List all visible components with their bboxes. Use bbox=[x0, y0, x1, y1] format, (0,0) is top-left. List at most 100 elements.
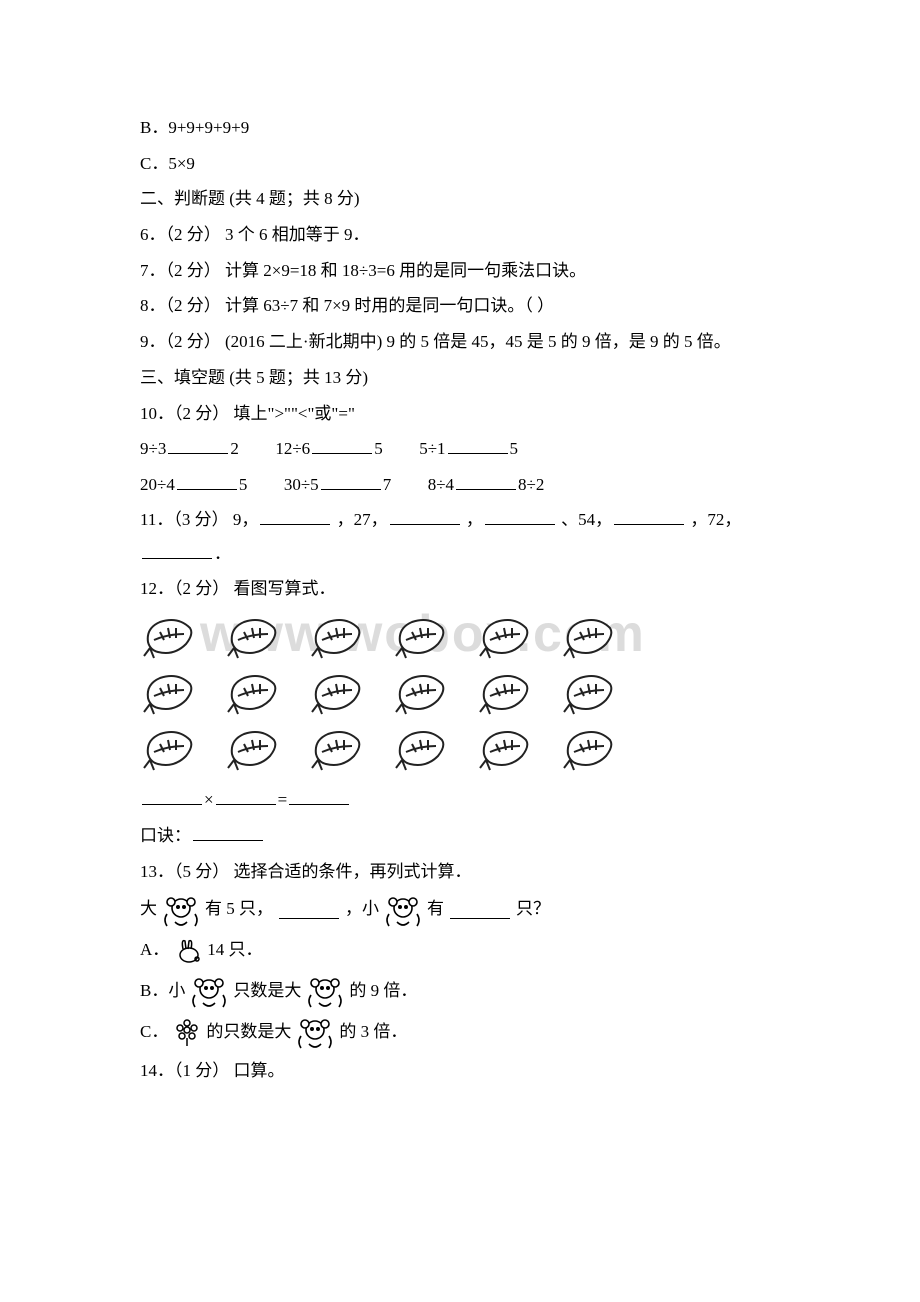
q13-a2: 14 只． bbox=[207, 930, 262, 971]
leaf-icon bbox=[308, 726, 364, 774]
blank bbox=[456, 472, 516, 490]
question-13-stem: 大 有 5 只， ，小 有 只？ bbox=[140, 889, 780, 930]
q11-a: 11．（3 分） 9， bbox=[140, 510, 258, 529]
monkey-icon bbox=[189, 973, 229, 1009]
q13-c1: C． bbox=[140, 1012, 168, 1053]
flower-icon bbox=[172, 1018, 202, 1046]
option-c: C．5×9 bbox=[140, 146, 780, 182]
leaf-icon bbox=[560, 614, 616, 662]
blank bbox=[312, 436, 372, 454]
leaf-icon bbox=[140, 726, 196, 774]
question-10-row1: 9÷3 2 12÷6 5 5÷1 5 bbox=[140, 431, 780, 467]
section-3-heading: 三、填空题 (共 5 题；共 13 分) bbox=[140, 360, 780, 396]
q13-p4: 有 bbox=[427, 889, 444, 930]
blank bbox=[177, 472, 237, 490]
leaf-icon bbox=[476, 726, 532, 774]
leaf-icon bbox=[224, 614, 280, 662]
question-12: 12．（2 分） 看图写算式． bbox=[140, 571, 780, 607]
q13-p2: 有 5 只， bbox=[205, 889, 273, 930]
monkey-icon bbox=[161, 892, 201, 928]
monkey-icon bbox=[383, 892, 423, 928]
q10-b1: 12÷6 bbox=[275, 439, 310, 458]
q13-c3: 的 3 倍． bbox=[339, 1012, 407, 1053]
question-14: 14．（1 分） 口算。 bbox=[140, 1053, 780, 1089]
question-12-koujue: 口诀： bbox=[140, 818, 780, 854]
blank bbox=[216, 787, 276, 805]
q12-mul: × bbox=[204, 790, 214, 809]
leaf-icon bbox=[140, 670, 196, 718]
q13-c2: 的只数是大 bbox=[206, 1012, 291, 1053]
q13-p3: ，小 bbox=[345, 889, 379, 930]
q10-b2: 5 bbox=[374, 439, 383, 458]
q10-a1: 9÷3 bbox=[140, 439, 166, 458]
q10-f1: 8÷4 bbox=[428, 475, 454, 494]
monkey-icon bbox=[295, 1014, 335, 1050]
blank bbox=[193, 823, 263, 841]
leaf-icon bbox=[560, 670, 616, 718]
question-13-opt-a: A． 14 只． bbox=[140, 930, 780, 971]
blank bbox=[448, 436, 508, 454]
q13-p1: 大 bbox=[140, 889, 157, 930]
leaf-grid bbox=[140, 614, 780, 774]
blank bbox=[450, 901, 510, 919]
q10-a2: 2 bbox=[230, 439, 239, 458]
question-9: 9．（2 分） (2016 二上·新北期中) 9 的 5 倍是 45，45 是 … bbox=[140, 324, 780, 360]
question-6: 6．（2 分） 3 个 6 相加等于 9． bbox=[140, 217, 780, 253]
blank bbox=[485, 507, 555, 525]
q10-f2: 8÷2 bbox=[518, 475, 544, 494]
q13-b1: B．小 bbox=[140, 971, 185, 1012]
question-12-expr: ×= bbox=[140, 782, 780, 818]
leaf-row bbox=[140, 726, 780, 774]
question-13-opt-c: C． 的只数是大 的 3 倍． bbox=[140, 1012, 780, 1053]
q10-c2: 5 bbox=[510, 439, 519, 458]
blank bbox=[142, 787, 202, 805]
q11-b: ，27， bbox=[337, 510, 388, 529]
q12-eq: = bbox=[278, 790, 288, 809]
leaf-icon bbox=[308, 614, 364, 662]
leaf-icon bbox=[392, 670, 448, 718]
section-2-heading: 二、判断题 (共 4 题；共 8 分) bbox=[140, 181, 780, 217]
question-11: 11．（3 分） 9， ，27， ， 、54， ，72， ． bbox=[140, 503, 780, 571]
blank bbox=[321, 472, 381, 490]
leaf-icon bbox=[224, 726, 280, 774]
question-13: 13．（5 分） 选择合适的条件，再列式计算． bbox=[140, 854, 780, 890]
leaf-icon bbox=[308, 670, 364, 718]
leaf-row bbox=[140, 614, 780, 662]
leaf-icon bbox=[392, 614, 448, 662]
question-10: 10．（2 分） 填上">""<"或"=" bbox=[140, 396, 780, 432]
monkey-icon bbox=[305, 973, 345, 1009]
leaf-icon bbox=[560, 726, 616, 774]
q10-e1: 30÷5 bbox=[284, 475, 319, 494]
koujue-label: 口诀： bbox=[140, 826, 191, 845]
leaf-icon bbox=[224, 670, 280, 718]
question-7: 7．（2 分） 计算 2×9=18 和 18÷3=6 用的是同一句乘法口诀。 bbox=[140, 253, 780, 289]
q13-a1: A． bbox=[140, 930, 169, 971]
q13-b2: 只数是大 bbox=[233, 971, 301, 1012]
question-8: 8．（2 分） 计算 63÷7 和 7×9 时用的是同一句口诀。（ ） bbox=[140, 288, 780, 324]
q10-d1: 20÷4 bbox=[140, 475, 175, 494]
blank bbox=[289, 787, 349, 805]
question-10-row2: 20÷4 5 30÷5 7 8÷4 8÷2 bbox=[140, 467, 780, 503]
leaf-icon bbox=[392, 726, 448, 774]
q11-e: ，72， bbox=[690, 510, 741, 529]
blank bbox=[614, 507, 684, 525]
q11-d: 、54， bbox=[561, 510, 612, 529]
blank bbox=[168, 436, 228, 454]
q10-d2: 5 bbox=[239, 475, 248, 494]
q10-c1: 5÷1 bbox=[419, 439, 445, 458]
blank bbox=[279, 901, 339, 919]
q11-f: ． bbox=[214, 544, 231, 563]
leaf-icon bbox=[476, 670, 532, 718]
q13-b3: 的 9 倍． bbox=[349, 971, 417, 1012]
leaf-icon bbox=[476, 614, 532, 662]
leaf-icon bbox=[140, 614, 196, 662]
question-13-opt-b: B．小 只数是大 的 9 倍． bbox=[140, 971, 780, 1012]
option-b: B．9+9+9+9+9 bbox=[140, 110, 780, 146]
q11-c: ， bbox=[466, 510, 483, 529]
q10-e2: 7 bbox=[383, 475, 392, 494]
blank bbox=[390, 507, 460, 525]
rabbit-icon bbox=[173, 937, 203, 965]
blank bbox=[142, 541, 212, 559]
leaf-row bbox=[140, 670, 780, 718]
q13-p5: 只？ bbox=[516, 889, 550, 930]
